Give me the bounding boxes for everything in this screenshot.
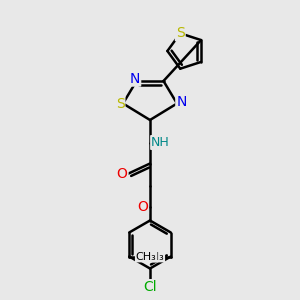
Text: S: S bbox=[116, 97, 124, 110]
Text: CH₃: CH₃ bbox=[143, 251, 164, 262]
Text: NH: NH bbox=[151, 136, 170, 149]
Text: CH₃: CH₃ bbox=[136, 251, 157, 262]
Text: S: S bbox=[176, 26, 184, 40]
Text: Cl: Cl bbox=[143, 280, 157, 294]
Text: O: O bbox=[137, 200, 148, 214]
Text: O: O bbox=[117, 167, 128, 181]
Text: N: N bbox=[176, 95, 187, 109]
Text: N: N bbox=[130, 72, 140, 86]
